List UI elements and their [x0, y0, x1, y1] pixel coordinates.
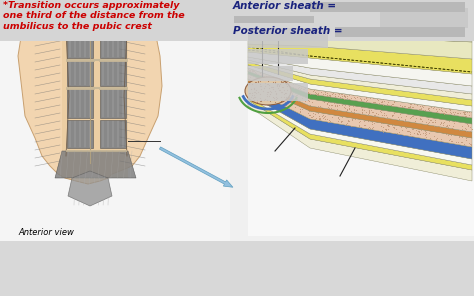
Ellipse shape	[245, 77, 291, 105]
Polygon shape	[248, 79, 472, 138]
Polygon shape	[18, 4, 162, 184]
Polygon shape	[248, 83, 472, 147]
Polygon shape	[248, 57, 472, 94]
Polygon shape	[62, 26, 128, 178]
Text: Posterior sheath =: Posterior sheath =	[233, 26, 343, 36]
Bar	[67, 60, 93, 86]
Polygon shape	[248, 97, 472, 170]
FancyArrow shape	[159, 147, 233, 187]
Polygon shape	[55, 151, 136, 178]
Polygon shape	[248, 60, 472, 100]
Bar	[248, 16, 474, 236]
Polygon shape	[248, 88, 472, 159]
Polygon shape	[248, 71, 472, 124]
Text: *Transition occurs approximately
one third of the distance from the
umbilicus to: *Transition occurs approximately one thi…	[3, 1, 185, 31]
Bar	[67, 120, 93, 148]
Bar	[380, 8, 468, 28]
Polygon shape	[248, 68, 472, 118]
Bar	[248, 49, 308, 64]
Bar	[100, 120, 126, 148]
Bar	[100, 60, 126, 86]
Bar	[67, 31, 93, 58]
Polygon shape	[248, 74, 472, 132]
Polygon shape	[248, 100, 472, 181]
Polygon shape	[248, 62, 472, 106]
Polygon shape	[68, 171, 112, 206]
Bar	[0, 0, 474, 41]
Bar	[248, 66, 293, 81]
Text: Anterior sheath =: Anterior sheath =	[233, 1, 337, 11]
Polygon shape	[72, 0, 108, 4]
Bar	[100, 88, 126, 118]
Polygon shape	[248, 94, 472, 165]
Bar	[100, 31, 126, 58]
Bar	[310, 2, 465, 12]
Text: Anterior view: Anterior view	[18, 228, 74, 237]
Bar	[230, 0, 474, 241]
Polygon shape	[248, 65, 472, 112]
Polygon shape	[248, 35, 472, 59]
Bar	[335, 27, 465, 37]
Polygon shape	[248, 26, 472, 42]
Bar	[234, 16, 314, 23]
Polygon shape	[248, 52, 472, 86]
Bar	[248, 83, 308, 101]
Bar	[67, 88, 93, 118]
Polygon shape	[248, 44, 472, 74]
Bar	[248, 28, 328, 48]
Bar	[0, 0, 230, 241]
